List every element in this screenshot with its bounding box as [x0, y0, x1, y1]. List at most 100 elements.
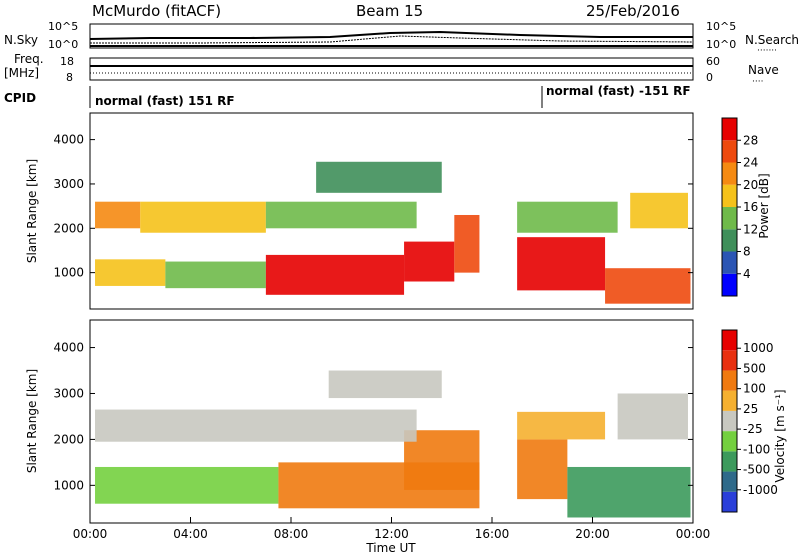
noise-sky-line	[90, 35, 694, 44]
velocity-colorbar-bin-5	[722, 390, 737, 411]
power-ytick-2: 3000	[53, 177, 84, 191]
velocity-echo-region-6	[328, 370, 442, 399]
nsky-label: N.Sky	[4, 33, 38, 47]
xtick-2: 08:00	[274, 527, 309, 541]
power-colorbar-bin-0	[722, 273, 737, 296]
velocity-colorbar-bin-7	[722, 350, 737, 371]
velocity-ylabel: Slant Range [km]	[25, 369, 39, 473]
velocity-colorbar-bin-6	[722, 370, 737, 391]
velocity-echo-region-3	[517, 439, 568, 500]
velocity-echo-region-7	[517, 411, 606, 440]
power-colorbar-bin-3	[722, 207, 737, 230]
freq-tick-top: 18	[60, 55, 74, 68]
velocity-colorbar-bin-0	[722, 491, 737, 512]
power-echo-region-7	[95, 201, 141, 229]
velocity-colorbar-tick-3: 25	[743, 402, 758, 416]
power-echo-region-3	[404, 241, 455, 282]
power-echo-region-0	[95, 259, 166, 286]
velocity-colorbar: 1000 500 100 25 -25 -100 -500 -1000	[721, 329, 778, 513]
noise-left-tick-bottom: 10^0	[48, 38, 78, 51]
cpid-segment-1: normal (fast) 151 RF	[95, 94, 235, 108]
power-echo-region-10	[316, 161, 442, 193]
noise-right-tick-top: 10^5	[706, 20, 736, 33]
nave-dots: ····	[752, 77, 763, 87]
freq-tick-bottom: 8	[66, 71, 73, 84]
power-colorbar-tick-4: 20	[743, 178, 758, 192]
velocity-ytick-3: 4000	[53, 341, 84, 355]
xtick-3: 12:00	[374, 527, 409, 541]
power-echo-region-8	[140, 201, 266, 233]
noise-right-tick-bottom: 10^0	[706, 38, 736, 51]
power-echo-region-2	[265, 254, 405, 295]
power-echo-region-9	[265, 201, 417, 229]
power-colorbar-label: Power [dB]	[757, 173, 771, 238]
velocity-colorbar-tick-0: 1000	[743, 341, 774, 355]
power-echo-region-12	[630, 192, 688, 229]
xtick-0: 00:00	[73, 527, 108, 541]
velocity-panel: 1000 2000 3000 4000 00:00 04:00 08:00 12:00 16:…	[53, 319, 711, 541]
velocity-colorbar-tick-2: 100	[743, 382, 766, 396]
velocity-echo-region-5	[95, 409, 417, 442]
velocity-ytick-0: 1000	[53, 478, 84, 492]
xtick-5: 20:00	[575, 527, 610, 541]
power-data-layer	[95, 161, 691, 304]
power-colorbar-tick-5: 24	[743, 156, 758, 170]
x-axis-label: Time UT	[365, 541, 416, 554]
velocity-colorbar-tick-1: 500	[743, 361, 766, 375]
nsearch-label: N.Search	[745, 33, 799, 47]
nsearch-dots: ·······	[757, 46, 777, 56]
cpid-label: CPID	[4, 91, 36, 105]
velocity-colorbar-bin-2	[722, 451, 737, 472]
nave-tick-top: 60	[706, 55, 720, 68]
power-colorbar-bin-4	[722, 184, 737, 207]
power-echo-region-6	[605, 268, 691, 304]
power-colorbar-bin-2	[722, 229, 737, 252]
xtick-1: 04:00	[173, 527, 208, 541]
velocity-echo-region-0	[95, 466, 279, 504]
power-colorbar-bin-7	[722, 118, 737, 141]
power-echo-region-5	[517, 237, 606, 291]
nave-tick-bottom: 0	[706, 71, 713, 84]
velocity-colorbar-bin-8	[722, 330, 737, 351]
station-title: McMurdo (fitACF)	[92, 2, 221, 20]
beam-title: Beam 15	[356, 2, 423, 20]
velocity-echo-region-8	[617, 393, 688, 440]
power-colorbar-tick-0: 4	[743, 267, 751, 281]
noise-strip	[89, 23, 694, 49]
power-colorbar-bin-1	[722, 251, 737, 274]
freq-strip	[89, 57, 694, 81]
power-colorbar-bin-5	[722, 162, 737, 185]
power-colorbar-tick-3: 16	[743, 200, 758, 214]
velocity-data-layer	[95, 370, 691, 518]
velocity-colorbar-tick-6: -500	[743, 463, 770, 477]
xtick-6: 00:00	[676, 527, 711, 541]
velocity-colorbar-tick-5: -100	[743, 442, 770, 456]
power-panel: 1000 2000 3000 4000	[53, 112, 694, 310]
velocity-echo-region-4	[567, 466, 691, 518]
velocity-colorbar-tick-7: -1000	[743, 483, 778, 497]
velocity-colorbar-bin-1	[722, 471, 737, 492]
power-ytick-3: 4000	[53, 133, 84, 147]
noise-left-tick-top: 10^5	[48, 20, 78, 33]
cpid-segment-2: normal (fast) -151 RF	[546, 84, 691, 98]
power-colorbar: 4 8 12 16 20 24 28	[721, 117, 758, 297]
velocity-ytick-2: 3000	[53, 386, 84, 400]
freq-label: Freq.	[14, 52, 44, 66]
velocity-colorbar-tick-4: -25	[743, 422, 763, 436]
power-echo-region-4	[454, 214, 480, 273]
freq-unit-label: [MHz]	[4, 66, 39, 80]
xtick-4: 16:00	[475, 527, 510, 541]
power-colorbar-tick-6: 28	[743, 133, 758, 147]
noise-search-line	[89, 30, 693, 40]
power-echo-region-11	[517, 201, 618, 233]
power-echo-region-1	[165, 261, 266, 289]
power-colorbar-tick-2: 12	[743, 222, 758, 236]
power-ytick-0: 1000	[53, 266, 84, 280]
velocity-colorbar-bin-4	[722, 410, 737, 432]
power-ytick-1: 2000	[53, 221, 84, 235]
power-ylabel: Slant Range [km]	[25, 159, 39, 263]
date-title: 25/Feb/2016	[586, 2, 680, 20]
nave-label: Nave	[748, 63, 779, 77]
power-colorbar-tick-1: 8	[743, 245, 751, 259]
